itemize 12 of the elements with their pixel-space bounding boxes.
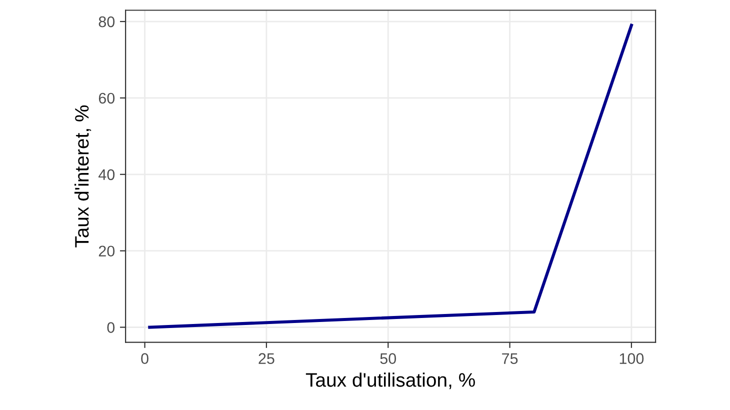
- y-axis-title: Taux d'interet, %: [74, 105, 92, 248]
- y-tick-label: 80: [98, 16, 115, 28]
- y-tick-label: 40: [98, 169, 115, 180]
- x-tick-label: 25: [258, 353, 274, 364]
- x-tick-label: 0: [141, 353, 148, 364]
- y-tick-label: 0: [107, 322, 115, 333]
- x-axis-title: Taux d'utilisation, %: [306, 372, 475, 390]
- x-tick-label: 75: [502, 353, 518, 364]
- y-tick-label: 20: [98, 246, 115, 257]
- x-tick-label: 50: [380, 353, 396, 364]
- x-tick-label: 100: [620, 353, 644, 364]
- y-tick-label: 60: [98, 92, 115, 104]
